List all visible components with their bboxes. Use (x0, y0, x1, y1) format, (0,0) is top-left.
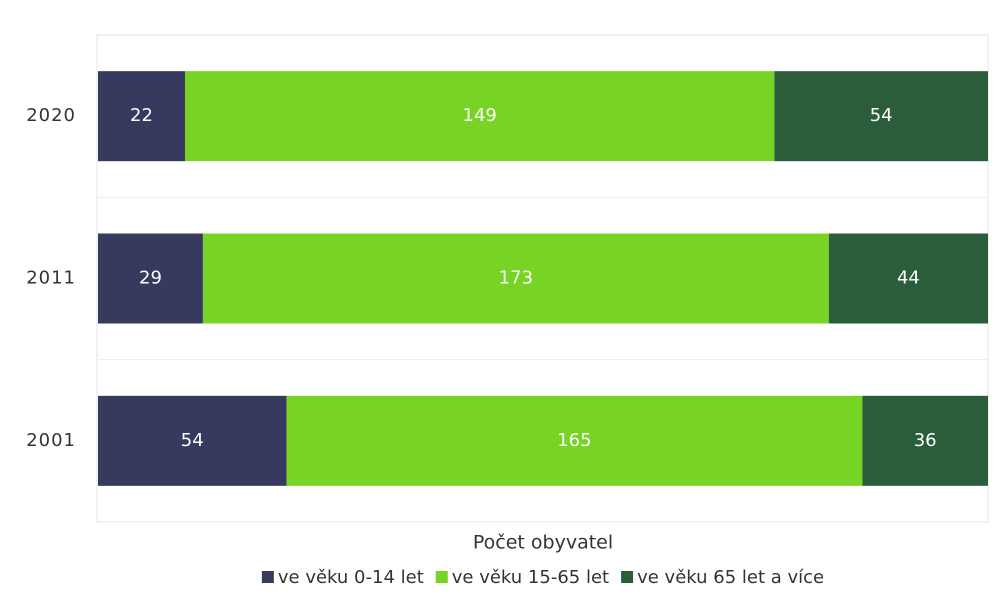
bar-segment (185, 71, 775, 162)
data-label: 54 (870, 105, 893, 126)
bar-segment (828, 233, 988, 324)
data-label: 22 (130, 105, 153, 126)
y-tick-label: 2020 (26, 105, 76, 126)
legend-label: ve věku 65 let a více (637, 567, 824, 588)
legend-swatch (621, 571, 634, 583)
legend-swatch (435, 571, 448, 583)
data-label: 173 (499, 268, 533, 289)
bar-segment (286, 395, 863, 486)
bar-segment (774, 71, 988, 162)
legend-label: ve věku 0-14 let (278, 567, 424, 588)
bar-segment (98, 233, 203, 324)
legend-label: ve věku 15-65 let (452, 567, 609, 588)
data-label: 36 (914, 430, 937, 451)
data-label: 165 (557, 430, 591, 451)
legend: ve věku 0-14 let ve věku 15-65 let ve věku… (261, 567, 824, 588)
bar-segment (202, 233, 829, 324)
legend-swatch (261, 571, 274, 583)
bar-segment (862, 395, 988, 486)
bar-segment (98, 395, 287, 486)
data-label: 44 (897, 268, 920, 289)
y-tick-label: 2011 (26, 268, 76, 289)
bar-segment (98, 71, 186, 162)
x-axis-label: Počet obyvatel (473, 532, 613, 554)
data-label: 54 (181, 430, 204, 451)
data-label: 29 (139, 268, 162, 289)
y-tick-label: 2001 (26, 430, 76, 451)
data-label: 149 (463, 105, 497, 126)
